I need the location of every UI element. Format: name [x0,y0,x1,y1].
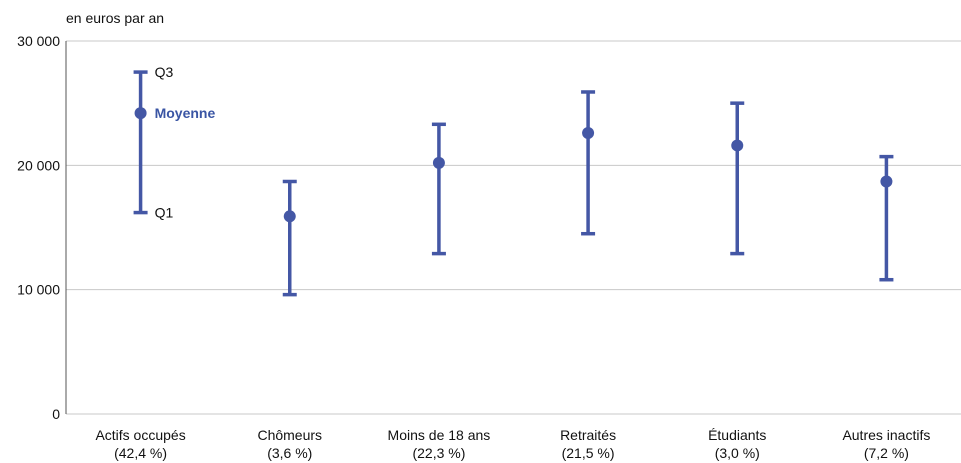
error-bar-group [282,179,297,297]
x-category-share: (3,6 %) [267,445,312,461]
y-tick-label: 30 000 [17,33,60,49]
q1-annotation: Q1 [155,205,174,221]
x-category-label: Actifs occupés [95,427,185,443]
y-tick-label: 0 [52,406,60,422]
mean-point [880,175,893,188]
series [133,70,894,297]
mean-point [432,156,445,169]
y-axis-unit-label: en euros par an [66,10,164,26]
error-bar-group [133,70,148,215]
y-tick-label: 10 000 [17,282,60,298]
x-category-label: Étudiants [708,427,766,443]
error-bar-group [581,90,596,236]
mean-annotation: Moyenne [155,105,216,121]
x-category-share: (21,5 %) [562,445,615,461]
mean-point [283,210,296,223]
mean-point [582,127,595,140]
x-category-label: Retraités [560,427,616,443]
error-bar-group [431,122,446,256]
x-category-label: Chômeurs [257,427,322,443]
error-bar-group [879,154,894,282]
q3-annotation: Q3 [155,64,174,80]
x-category-share: (7,2 %) [864,445,909,461]
x-category-share: (3,0 %) [715,445,760,461]
y-tick-label: 20 000 [17,157,60,173]
mean-point [731,139,744,152]
x-category-share: (42,4 %) [114,445,167,461]
error-bar-group [730,101,745,256]
grid-lines [66,40,961,415]
annotations: Q3 Moyenne Q1 [155,64,216,220]
mean-point [134,107,147,120]
x-category-label: Autres inactifs [842,427,930,443]
x-category-label: Moins de 18 ans [388,427,491,443]
y-axis: 0 10 000 20 000 30 000 [17,33,67,422]
x-axis-labels: Actifs occupés (42,4 %) Chômeurs (3,6 %) Moi… [95,427,930,461]
x-category-share: (22,3 %) [412,445,465,461]
